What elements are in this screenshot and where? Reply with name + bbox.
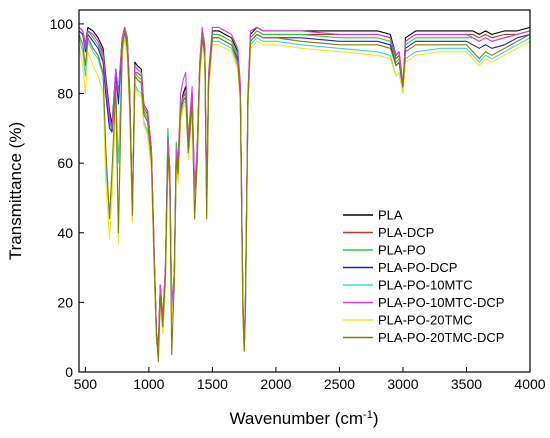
x-tick-label: 3500	[451, 376, 482, 392]
legend-label: PLA-PO-10MTC-DCP	[378, 295, 504, 310]
x-tick-label: 2000	[260, 376, 291, 392]
x-tick-label: 3000	[387, 376, 418, 392]
legend-label: PLA-PO-20TMC-DCP	[378, 330, 504, 345]
y-tick-label: 40	[57, 225, 73, 241]
y-tick-label: 60	[57, 155, 73, 171]
legend-label: PLA	[378, 208, 403, 223]
x-tick-label: 500	[74, 376, 98, 392]
x-axis-title-end: )	[373, 409, 379, 428]
plot-background	[79, 10, 530, 372]
y-axis-title: Transmittance (%)	[6, 122, 25, 260]
legend-label: PLA-PO-DCP	[378, 260, 457, 275]
x-tick-label: 1500	[197, 376, 228, 392]
legend: PLA PLA-DCP PLA-PO PLA-PO-DCP PLA-PO-10MTC PL…	[343, 208, 504, 345]
legend-label: PLA-PO	[378, 243, 426, 258]
legend-label: PLA-DCP	[378, 225, 434, 240]
plot-frame	[78, 9, 531, 373]
x-axis-title: Wavenumber (cm-1)	[230, 409, 379, 428]
x-axis-title-main: Wavenumber (cm	[230, 409, 364, 428]
legend-label: PLA-PO-10MTC	[378, 278, 473, 293]
y-tick-label: 0	[65, 364, 73, 380]
x-tick-label: 1000	[133, 376, 164, 392]
y-tick-label: 100	[50, 16, 74, 32]
series-layer	[78, 26, 531, 363]
x-axis-ticks: 500 1000 1500 2000 2500 3000 3500 4000	[74, 367, 546, 392]
series-line-6	[78, 26, 531, 345]
legend-label: PLA-PO-20TMC	[378, 313, 473, 328]
y-axis-ticks: 0 20 40 60 80 100	[50, 16, 84, 380]
x-tick-label: 4000	[514, 376, 545, 392]
y-tick-label: 80	[57, 86, 73, 102]
x-tick-label: 2500	[324, 376, 355, 392]
x-axis-title-sup: -1	[363, 409, 373, 421]
y-tick-label: 20	[57, 294, 73, 310]
series-line-8	[78, 30, 531, 363]
